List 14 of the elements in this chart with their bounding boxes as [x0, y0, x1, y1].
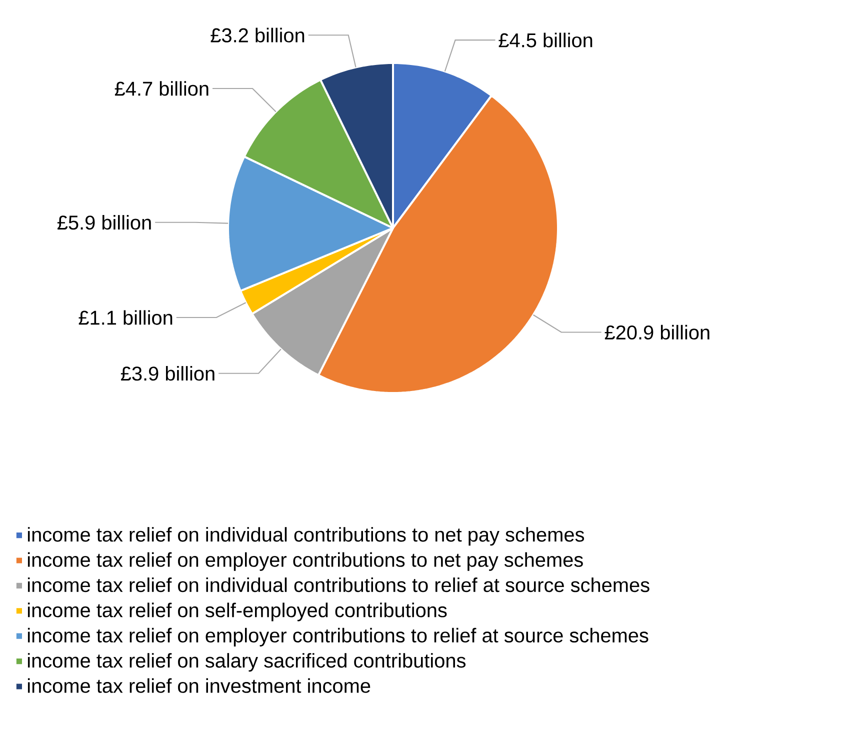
legend-label: income tax relief on employer contributions to net pay schemes: [28, 552, 583, 571]
data-label: £4.5 billion: [498, 32, 592, 48]
data-label: £3.9 billion: [120, 366, 214, 381]
legend-label: income tax relief on employer contributions to relief at source schemes: [28, 628, 648, 646]
data-label: £20.9 billion: [604, 324, 710, 340]
data-label: £4.7 billion: [114, 81, 208, 96]
legend-label: income tax relief on salary sacrificed contributions: [28, 653, 466, 672]
legend-label: income tax relief on investment income: [28, 678, 370, 693]
data-label: £1.1 billion: [78, 310, 172, 325]
legend-label: income tax relief on individual contributions to net pay schemes: [28, 527, 584, 546]
legend-label: income tax relief on self-employed contributions: [28, 602, 447, 622]
data-label: £5.9 billion: [57, 215, 151, 230]
data-label: £3.2 billion: [210, 28, 304, 42]
legend-label: income tax relief on individual contributions to relief at source schemes: [28, 577, 650, 592]
